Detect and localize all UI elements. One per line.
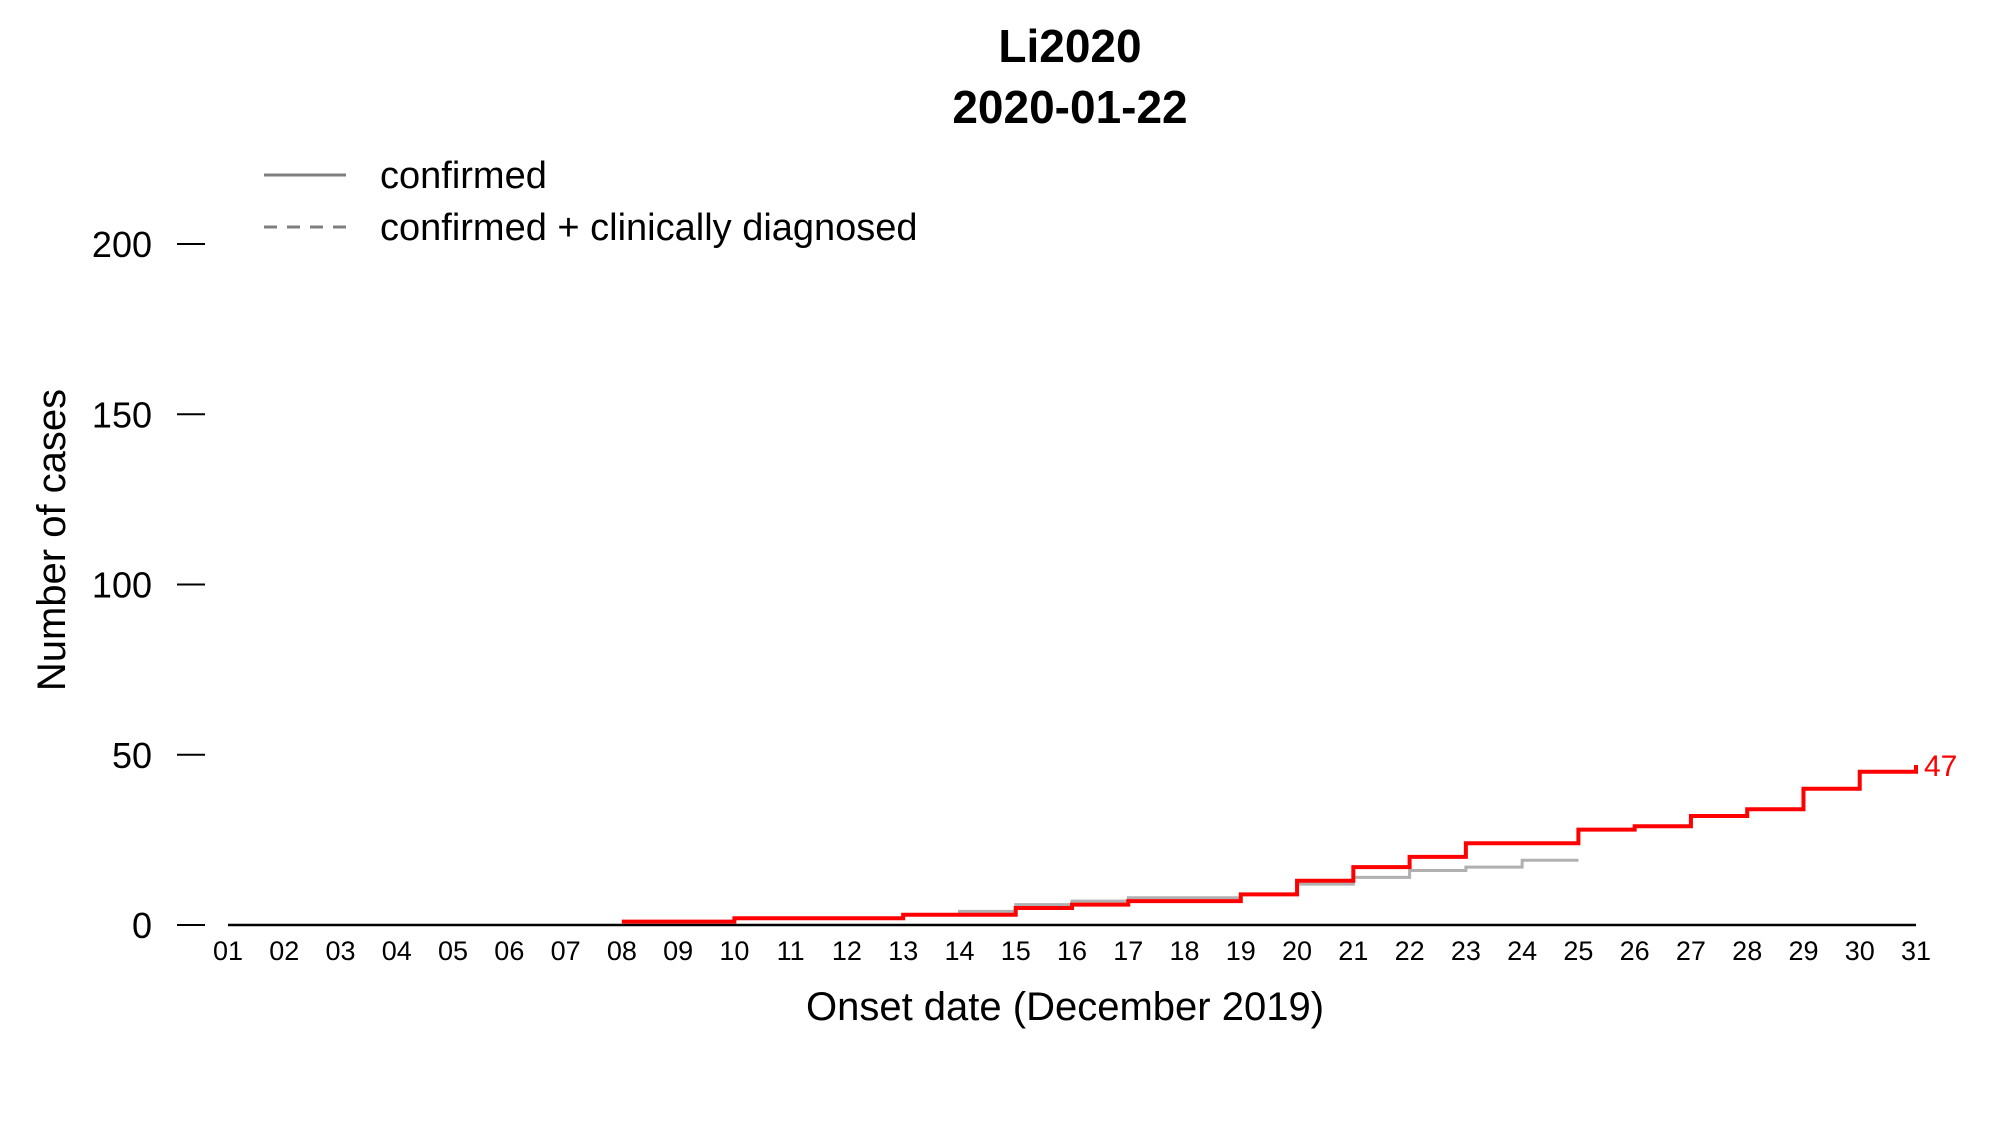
x-tick-label: 24 <box>1507 936 1537 966</box>
series-layer <box>621 764 1918 924</box>
chart-title: Li2020 <box>998 20 1141 72</box>
x-tick-label: 25 <box>1563 936 1593 966</box>
x-tick-label: 29 <box>1788 936 1818 966</box>
end-value-label: 47 <box>1924 750 1957 783</box>
chart-subtitle: 2020-01-22 <box>952 81 1187 133</box>
x-tick-label: 10 <box>719 936 749 966</box>
x-tick-label: 07 <box>551 936 581 966</box>
y-tick-label: 150 <box>92 394 152 435</box>
legend-label: confirmed <box>380 155 547 197</box>
x-tick-label: 02 <box>269 936 299 966</box>
x-tick-label: 15 <box>1001 936 1031 966</box>
x-tick-label: 28 <box>1732 936 1762 966</box>
series-line-red <box>621 764 1918 924</box>
x-tick-label: 14 <box>944 936 974 966</box>
y-axis-label: Number of cases <box>30 389 74 691</box>
x-tick-label: 12 <box>832 936 862 966</box>
legend: confirmed confirmed + clinically diagnose… <box>264 155 918 249</box>
x-tick-label: 09 <box>663 936 693 966</box>
x-tick-label: 18 <box>1170 936 1200 966</box>
x-tick-label: 06 <box>494 936 524 966</box>
x-tick-label: 19 <box>1226 936 1256 966</box>
x-axis-label: Onset date (December 2019) <box>806 985 1324 1029</box>
x-tick-label: 21 <box>1338 936 1368 966</box>
y-axis: 0 50 100 150 200 <box>92 224 205 946</box>
x-tick-label: 13 <box>888 936 918 966</box>
y-tick-label: 0 <box>132 905 152 946</box>
annotation-layer: 47 <box>1924 750 1957 783</box>
x-tick-label: 26 <box>1620 936 1650 966</box>
x-tick-label: 17 <box>1113 936 1143 966</box>
x-tick-label: 23 <box>1451 936 1481 966</box>
x-tick-label: 11 <box>777 936 805 966</box>
y-tick-label: 200 <box>92 224 152 265</box>
x-tick-label: 03 <box>326 936 356 966</box>
y-tick-label: 50 <box>112 735 152 776</box>
x-tick-label: 08 <box>607 936 637 966</box>
x-tick-label: 22 <box>1395 936 1425 966</box>
x-tick-label: 01 <box>213 936 243 966</box>
y-tick-label: 100 <box>92 565 152 606</box>
x-tick-label: 31 <box>1901 936 1931 966</box>
x-axis: 01 02 03 04 05 06 07 08 09 10 11 12 13 14 15 16 17 18 19 20… <box>213 923 1931 966</box>
x-tick-label: 27 <box>1676 936 1706 966</box>
x-tick-label: 04 <box>382 936 412 966</box>
x-tick-label: 16 <box>1057 936 1087 966</box>
x-tick-label: 20 <box>1282 936 1312 966</box>
x-tick-label: 05 <box>438 936 468 966</box>
x-tick-label: 30 <box>1845 936 1875 966</box>
series-line-grey <box>621 858 1579 924</box>
legend-label: confirmed + clinically diagnosed <box>380 207 918 249</box>
